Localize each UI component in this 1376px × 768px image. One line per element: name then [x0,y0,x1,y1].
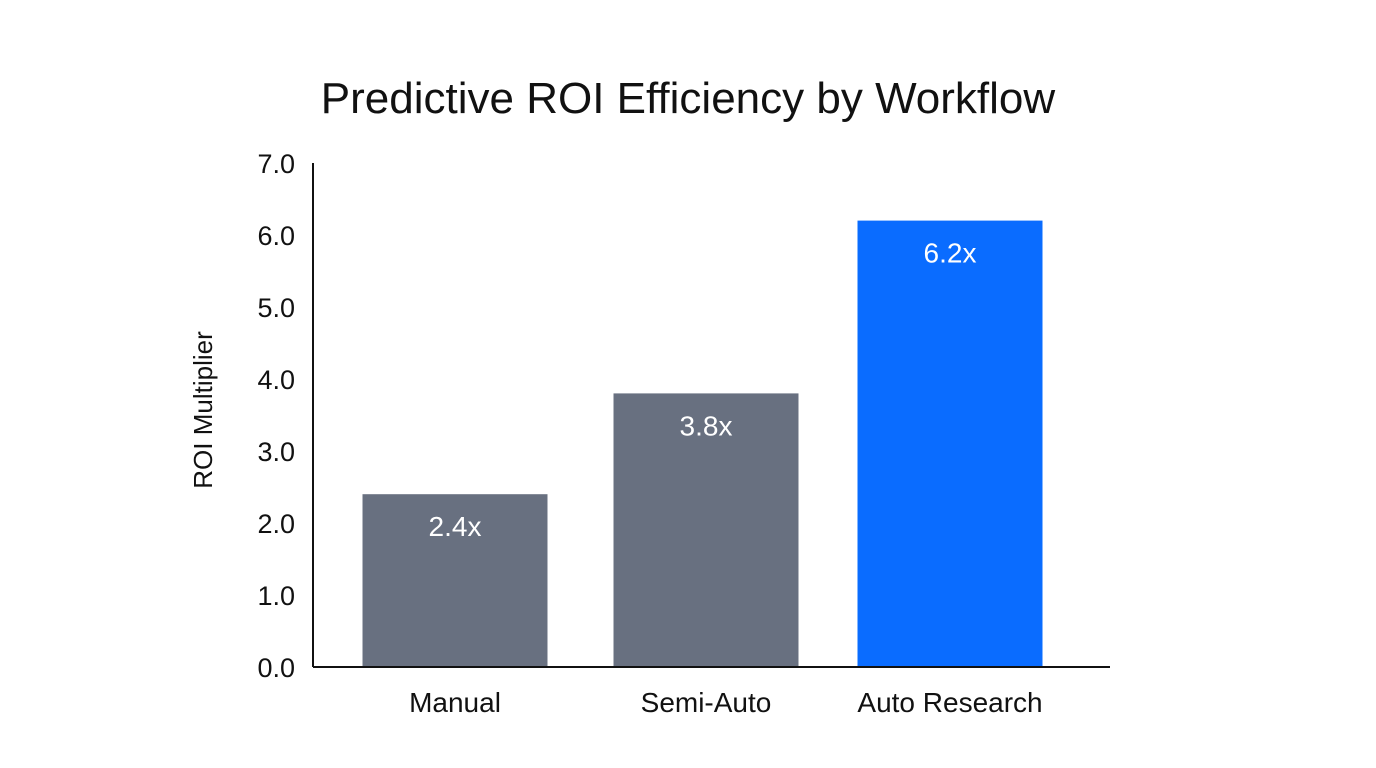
y-tick-label: 1.0 [257,581,295,611]
y-axis-label: ROI Multiplier [188,331,218,489]
bar-auto-research [857,220,1043,667]
y-tick-label: 6.0 [257,221,295,251]
y-tick-label: 5.0 [257,293,295,323]
data-label: 3.8x [680,410,733,441]
y-tick-label: 4.0 [257,365,295,395]
data-label: 6.2x [924,238,977,269]
x-tick-label: Auto Research [857,687,1042,718]
data-label: 2.4x [429,511,482,542]
chart-title: Predictive ROI Efficiency by Workflow [321,74,1056,123]
y-tick-label: 0.0 [257,653,295,683]
x-tick-label: Manual [409,687,501,718]
y-tick-label: 3.0 [257,437,295,467]
bar-manual [362,494,548,667]
bar-semi-auto [613,393,799,667]
y-tick-label: 2.0 [257,509,295,539]
x-tick-label: Semi-Auto [641,687,772,718]
y-tick-label: 7.0 [257,149,295,179]
